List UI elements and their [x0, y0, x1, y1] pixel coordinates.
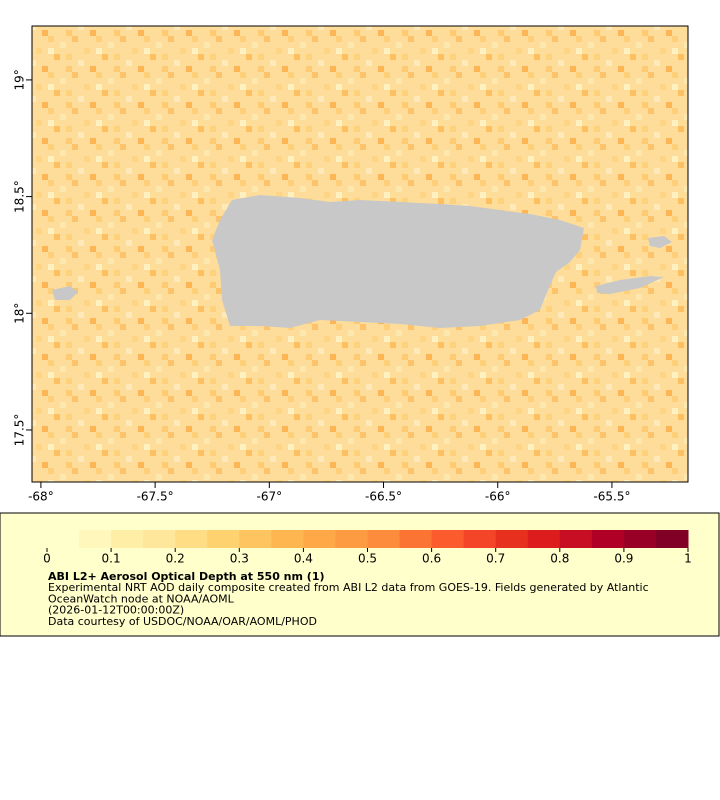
y-tick-label: 18.5°	[13, 180, 27, 213]
legend-line: (2026-01-12T00:00:00Z)	[48, 604, 184, 617]
colorbar-swatch	[303, 530, 336, 548]
colorbar-swatch	[335, 530, 368, 548]
legend-title: ABI L2+ Aerosol Optical Depth at 550 nm …	[48, 570, 325, 583]
colorbar-tick-label: 0	[43, 552, 51, 566]
colorbar-swatch	[207, 530, 240, 548]
legend-line: OceanWatch node at NOAA/AOML	[48, 592, 235, 605]
x-tick-label: -66.5°	[365, 490, 402, 504]
land-puerto-rico	[212, 195, 584, 328]
colorbar-swatch	[79, 530, 112, 548]
colorbar-swatch	[495, 530, 529, 548]
colorbar-swatch	[399, 530, 433, 548]
x-tick-label: -67.5°	[137, 490, 174, 504]
land-mona	[52, 286, 78, 300]
colorbar-tick-label: 0.4	[294, 552, 313, 566]
colorbar-tick-label: 0.1	[102, 552, 121, 566]
colorbar-swatch	[655, 530, 689, 548]
y-tick-label: 17.5°	[13, 414, 27, 447]
y-tick-label: 18°	[13, 303, 27, 324]
colorbar-swatch	[463, 530, 497, 548]
colorbar-swatch	[175, 530, 208, 548]
colorbar-swatch	[527, 530, 561, 548]
colorbar-swatch	[431, 530, 465, 548]
legend-line: Data courtesy of USDOC/NOAA/OAR/AOML/PHO…	[48, 615, 317, 628]
land-culebra	[648, 236, 672, 248]
x-tick-label: -65.5°	[593, 490, 630, 504]
colorbar-tick-label: 1	[684, 552, 692, 566]
colorbar-swatch	[271, 530, 304, 548]
colorbar-tick-label: 0.7	[486, 552, 505, 566]
y-tick-label: 19°	[13, 69, 27, 90]
land-vieques	[596, 276, 664, 294]
x-tick-label: -68°	[28, 490, 54, 504]
colorbar-tick-label: 0.5	[358, 552, 377, 566]
colorbar-swatch	[143, 530, 176, 548]
colorbar-tick-label: 0.8	[550, 552, 569, 566]
colorbar-swatch	[591, 530, 625, 548]
legend-line: Experimental NRT AOD daily composite cre…	[48, 581, 649, 594]
colorbar-swatch	[111, 530, 144, 548]
colorbar-tick-label: 0.9	[614, 552, 633, 566]
colorbar-swatch	[47, 530, 80, 548]
colorbar-swatch	[367, 530, 401, 548]
colorbar-tick-label: 0.2	[166, 552, 185, 566]
x-tick-label: -67°	[257, 490, 283, 504]
colorbar-swatch	[239, 530, 272, 548]
x-tick-label: -66°	[485, 490, 511, 504]
colorbar-swatch	[559, 530, 593, 548]
colorbar-tick-label: 0.6	[422, 552, 441, 566]
colorbar-swatch	[623, 530, 657, 548]
colorbar-tick-label: 0.3	[230, 552, 249, 566]
